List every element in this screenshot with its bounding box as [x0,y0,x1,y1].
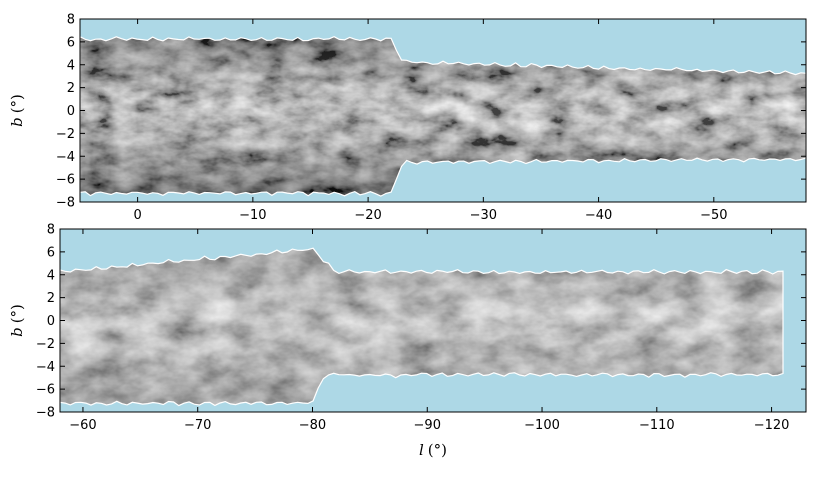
bottom-y-tick-label: −4 [36,360,55,375]
top-panel: 0 −10 −20 −30 −40 −50 8 6 4 2 0 −2 −4 −6 −8 b (°) [8,13,807,223]
bottom-y-axis-var: b [8,327,26,337]
top-y-tick-label: −2 [56,127,75,142]
bottom-y-tick-label: −2 [36,337,55,352]
top-y-axis-var: b [8,117,26,127]
bottom-x-tick-label: −70 [184,418,211,433]
bottom-x-tick-label: −80 [299,418,326,433]
top-y-tick-label: −6 [56,173,75,188]
x-axis-unit: (°) [428,441,447,459]
top-y-axis-label: b (°) [8,94,26,127]
top-x-tick-label: −20 [354,208,381,223]
bottom-x-tick-label: −100 [524,418,560,433]
bottom-y-tick-label: 8 [47,223,55,238]
top-x-tick-label: 0 [133,208,141,223]
bottom-y-tick-label: 4 [47,268,55,283]
top-y-tick-label: −8 [56,196,75,211]
bottom-y-tick-label: 6 [47,245,55,260]
top-y-tick-label: 2 [67,81,75,96]
bottom-y-axis-label: b (°) [8,304,26,337]
top-y-tick-label: 8 [67,13,75,28]
bottom-x-tick-label: −110 [639,418,675,433]
top-y-axis-unit: (°) [8,94,26,113]
top-y-tick-label: −4 [56,150,75,165]
bottom-y-axis: 8 6 4 2 0 −2 −4 −6 −8 [36,223,806,421]
bottom-y-tick-label: 0 [47,314,55,329]
top-x-tick-label: −50 [700,208,727,223]
top-y-tick-label: 4 [67,58,75,73]
bottom-x-axis: −60 −70 −80 −90 −100 −110 −120 [69,229,789,433]
bottom-x-tick-label: −120 [754,418,790,433]
top-y-tick-label: 6 [67,35,75,50]
top-x-tick-label: −30 [470,208,497,223]
bottom-y-tick-label: −8 [36,406,55,421]
bottom-y-tick-label: −6 [36,383,55,398]
top-x-tick-label: −40 [585,208,612,223]
bottom-panel: −60 −70 −80 −90 −100 −110 −120 8 6 4 2 0 −2 −4 −6 −8 b… [8,223,807,459]
bottom-y-axis-unit: (°) [8,304,26,323]
bottom-coverage-outline [59,247,784,407]
x-axis-label: l (°) [419,441,447,459]
top-x-tick-label: −10 [239,208,266,223]
top-y-axis: 8 6 4 2 0 −2 −4 −6 −8 [56,13,806,211]
top-y-tick-label: 0 [67,104,75,119]
bottom-y-tick-label: 2 [47,291,55,306]
bottom-x-tick-label: −90 [414,418,441,433]
x-axis-var: l [419,441,424,459]
bottom-x-tick-label: −60 [69,418,96,433]
top-x-axis: 0 −10 −20 −30 −40 −50 [133,19,728,223]
